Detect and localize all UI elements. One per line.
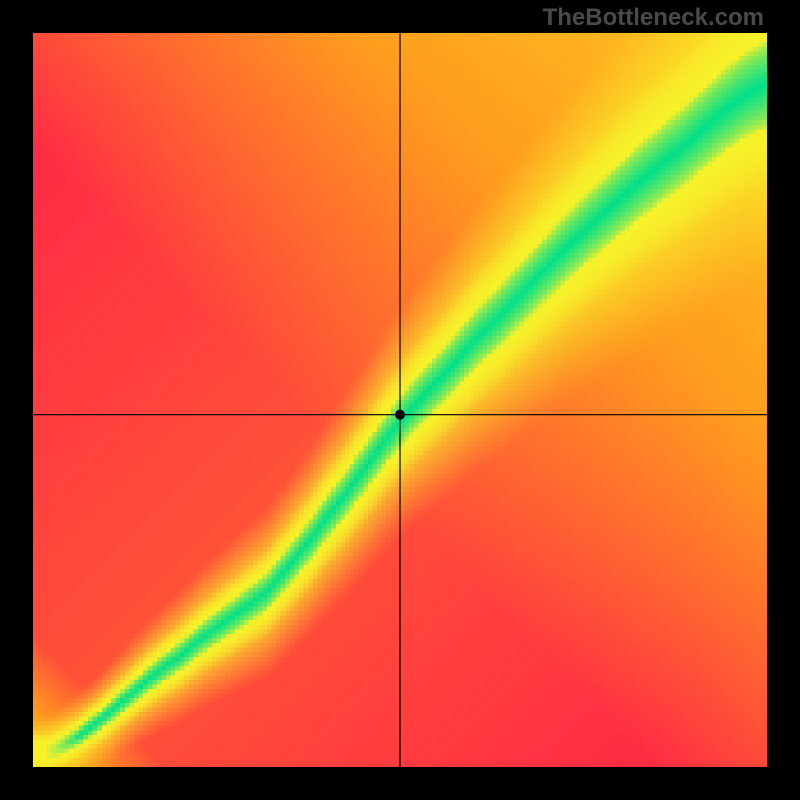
crosshair-overlay xyxy=(33,33,767,767)
watermark-text: TheBottleneck.com xyxy=(543,4,764,32)
chart-stage: TheBottleneck.com xyxy=(0,0,800,800)
crosshair-marker xyxy=(395,410,405,420)
